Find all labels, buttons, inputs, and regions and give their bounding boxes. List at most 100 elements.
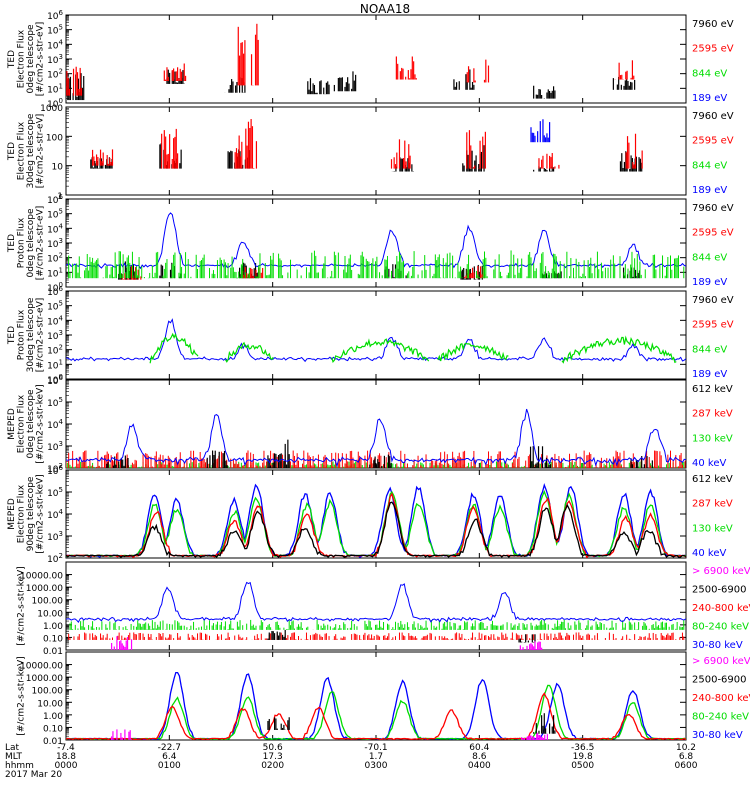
data-line	[66, 318, 686, 363]
panel-frame	[65, 651, 687, 741]
x-row-label: MLT	[5, 752, 23, 762]
y-tick-label: 102	[47, 552, 63, 565]
y-tick-label: 100.00	[32, 687, 64, 697]
legend-green: 844 eV	[692, 252, 727, 263]
x-row-label: hhmm	[5, 761, 34, 771]
y-tick-label: 10	[52, 163, 64, 173]
y-tick-label: 102	[47, 344, 63, 357]
y-tick-label: 0.10	[43, 634, 63, 644]
y-tick-label: 104	[47, 418, 63, 431]
legend-black: 7960 eV	[692, 111, 734, 122]
y-tick-label: 105	[47, 208, 63, 221]
y-tick-label: 0.01	[43, 647, 63, 657]
x-tick-label: 19.8	[573, 752, 593, 762]
legend-blue: 30-80 keV	[692, 640, 743, 651]
data-line	[149, 332, 199, 364]
legend-red: 2595 eV	[692, 136, 734, 147]
legend-black: 2500-6900	[692, 585, 747, 596]
x-tick-label: 6.8	[679, 752, 694, 762]
page-title: NOAA18	[360, 2, 410, 16]
x-tick-label: 50.6	[263, 743, 283, 753]
data-line	[66, 212, 686, 270]
legend-red: 2595 eV	[692, 44, 734, 55]
legend-blue: 189 eV	[692, 369, 727, 380]
x-tick-label: -7.4	[57, 743, 75, 753]
series-blue	[66, 212, 686, 270]
y-tick-label: 103	[47, 53, 63, 66]
panel-data	[66, 581, 686, 650]
y-tick-label: 1000	[40, 104, 63, 114]
data-line	[437, 342, 509, 362]
data-line	[66, 408, 686, 468]
x-tick-label: 0600	[675, 761, 698, 771]
series-black	[66, 501, 686, 558]
data-line	[224, 341, 274, 363]
x-tick-label: 18.8	[56, 752, 76, 762]
legend-black: 7960 eV	[692, 295, 734, 306]
x-tick-label: 8.6	[472, 752, 487, 762]
y-tick-label: 1.00	[43, 712, 63, 722]
legend-green: 80-240 keV	[692, 712, 749, 723]
series-black	[267, 713, 556, 734]
legend-green: 80-240 keV	[692, 622, 749, 633]
panel-data	[66, 482, 686, 558]
legend-green: 130 keV	[692, 523, 733, 534]
y-axis-label: MEPEDElectron Flux0deg telescope[#/cm2-s…	[7, 384, 46, 463]
series-red	[66, 23, 635, 96]
y-tick-label: 10.00	[37, 699, 63, 709]
data-line	[66, 671, 686, 740]
x-tick-label: -70.1	[364, 743, 387, 753]
y-tick-label: 103	[47, 530, 63, 543]
y-tick-label: 0.10	[43, 724, 63, 734]
y-tick-label: 105	[47, 24, 63, 37]
panel-data	[66, 212, 686, 280]
data-line	[66, 492, 686, 558]
x-tick-label: 0500	[571, 761, 594, 771]
legend-blue: 40 keV	[692, 548, 726, 559]
panel-frame	[65, 14, 687, 104]
y-tick-label: 101	[47, 82, 63, 95]
y-axis-label: TEDProton Flux0deg telescope[#/cm2-s-str…	[7, 206, 46, 281]
legend-blue: 30-80 keV	[692, 730, 743, 741]
series-blue	[66, 318, 686, 363]
y-tick-label: 102	[47, 252, 63, 265]
legend-black: 7960 eV	[692, 19, 734, 30]
legend-blue: 189 eV	[692, 93, 727, 104]
x-row-label: 2017 Mar 20	[5, 770, 62, 780]
series-green	[66, 619, 685, 630]
series-red	[66, 492, 686, 558]
x-tick-label: 60.4	[469, 743, 489, 753]
series-blue	[66, 482, 686, 558]
legend-black: 612 keV	[692, 474, 733, 485]
data-line	[66, 482, 686, 558]
x-tick-label: 0200	[261, 761, 284, 771]
panel-frame	[65, 379, 687, 469]
y-tick-label: 101	[47, 358, 63, 371]
y-tick-label: 105	[47, 486, 63, 499]
y-tick-label: 105	[47, 300, 63, 313]
series-green	[66, 684, 686, 740]
legend-magenta: > 6900 keV	[692, 566, 750, 577]
panel-frame	[65, 106, 687, 196]
data-line	[66, 501, 686, 558]
y-tick-label: 10000.00	[20, 572, 63, 582]
series-magenta	[111, 729, 548, 740]
x-row-label: Lat	[5, 743, 20, 753]
y-axis-label: [#/cm2-s-str-keV]	[17, 566, 27, 645]
y-tick-label: 0.01	[43, 737, 63, 747]
x-tick-label: -36.5	[571, 743, 594, 753]
y-tick-label: 104	[47, 314, 63, 327]
x-tick-label: 0300	[365, 761, 388, 771]
legend-red: 2595 eV	[692, 228, 734, 239]
y-tick-label: 104	[47, 38, 63, 51]
panel-7: 0.01 0.10 1.00 10.00 100.00 1000.00 10000.00[#…	[17, 561, 750, 657]
legend-green: 844 eV	[692, 160, 727, 171]
y-tick-label: 100.00	[32, 597, 64, 607]
legend-red: 287 keV	[692, 499, 733, 510]
y-tick-label: 1.00	[43, 622, 63, 632]
y-tick-label: 102	[47, 68, 63, 81]
y-axis-label: TEDElectron Flux0deg telescope[#/cm2-s-s…	[7, 22, 46, 97]
